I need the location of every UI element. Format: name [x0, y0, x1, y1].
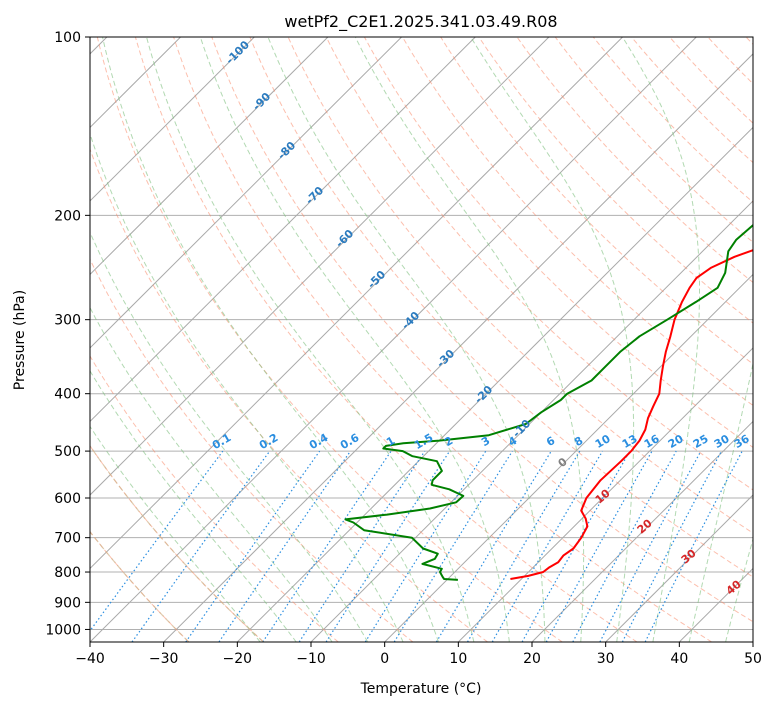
y-tick-label: 100	[54, 30, 81, 46]
plot-area	[90, 37, 753, 642]
plot-frame	[89, 36, 754, 643]
x-tick-label: −20	[223, 651, 253, 667]
mixing-ratio-line	[185, 450, 321, 642]
isotherm	[90, 37, 329, 276]
moist-adiabat	[267, 37, 546, 642]
dry-adiabat	[90, 258, 414, 642]
dry-adiabat-tan	[90, 444, 264, 642]
x-tick-label: −30	[149, 651, 179, 667]
isotherm	[90, 37, 550, 496]
dewpoint-line	[344, 223, 753, 581]
mixing-ratio-line	[325, 450, 451, 642]
x-tick-label: 50	[744, 651, 762, 667]
isotherm	[90, 37, 697, 642]
mixing-ratio-line	[393, 450, 513, 642]
isotherm	[457, 347, 753, 642]
mixing-ratio-line	[521, 450, 631, 642]
chart-title: wetPf2_C2E1.2025.341.03.49.R08	[284, 12, 557, 32]
isotherm	[90, 37, 402, 349]
mixing-ratio-line	[218, 450, 351, 642]
dry-adiabat	[90, 147, 488, 642]
dry-adiabat	[402, 37, 753, 406]
isotherm	[605, 494, 753, 642]
y-tick-label: 600	[54, 491, 81, 507]
dry-adiabat	[90, 355, 339, 642]
y-tick-label: 900	[54, 595, 81, 611]
mixing-ratio-line	[545, 450, 653, 642]
axis-ticks: −40 −30 −20 −10 0 10 20 30 40 50 100 200 300 400 500 60…	[45, 30, 762, 667]
moist-adiabat	[688, 361, 753, 642]
y-axis-label: Pressure (hPa)	[12, 290, 28, 390]
moist-adiabat	[622, 37, 700, 642]
moist-adiabat	[90, 132, 404, 642]
moist-adiabat	[199, 37, 510, 642]
moist-adiabat	[146, 37, 475, 642]
dry-adiabat-tan	[90, 530, 190, 642]
moist-adiabat	[102, 37, 439, 642]
isotherm	[531, 420, 753, 642]
isotherm	[163, 53, 753, 642]
x-tick-label: −40	[75, 651, 105, 667]
dry-adiabat	[325, 37, 753, 491]
x-axis-label: Temperature (°C)	[360, 681, 482, 697]
x-tick-label: 30	[597, 651, 615, 667]
y-tick-label: 800	[54, 565, 81, 581]
temperature-line	[510, 249, 753, 580]
moist-adiabat	[725, 537, 753, 642]
x-tick-label: 40	[670, 651, 688, 667]
mixing-ratio-line	[262, 450, 392, 642]
dry-adiabat	[440, 37, 753, 365]
dry-adiabat	[173, 37, 712, 642]
isotherm	[236, 126, 753, 642]
y-tick-label: 300	[54, 313, 81, 329]
dry-adiabat	[249, 37, 753, 578]
isotherm	[384, 273, 753, 642]
mixing-ratio-line	[644, 450, 743, 642]
x-tick-label: 0	[380, 651, 389, 667]
isotherm	[90, 37, 476, 423]
dry-adiabat	[211, 37, 753, 623]
moist-adiabat	[90, 231, 369, 642]
mixing-ratio-line	[572, 450, 677, 642]
dry-adiabat	[134, 37, 638, 642]
x-tick-label: 20	[523, 651, 541, 667]
moist-adiabat	[90, 306, 333, 642]
moist-adiabat	[90, 425, 261, 642]
y-tick-label: 500	[54, 444, 81, 460]
x-tick-label: −10	[296, 651, 326, 667]
y-tick-label: 1000	[45, 622, 81, 638]
mixing-ratio-line	[131, 450, 271, 642]
dry-adiabat	[96, 37, 563, 642]
isotherm	[90, 37, 623, 570]
y-tick-label: 700	[54, 531, 81, 547]
mixing-ratio-line	[364, 450, 487, 642]
y-tick-label: 400	[54, 387, 81, 403]
isotherm	[90, 37, 255, 202]
mixing-ratio-line	[298, 450, 426, 642]
moist-adiabat	[354, 37, 585, 642]
dry-adiabat	[516, 37, 753, 284]
mixing-ratio-line	[90, 450, 224, 632]
x-tick-label: 10	[449, 651, 467, 667]
y-tick-label: 200	[54, 208, 81, 224]
